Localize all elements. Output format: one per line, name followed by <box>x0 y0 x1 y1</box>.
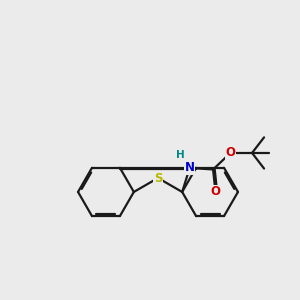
Text: S: S <box>154 172 162 184</box>
Text: O: O <box>211 185 220 199</box>
Text: H: H <box>176 150 184 160</box>
Text: O: O <box>226 146 236 160</box>
Text: N: N <box>185 161 195 175</box>
